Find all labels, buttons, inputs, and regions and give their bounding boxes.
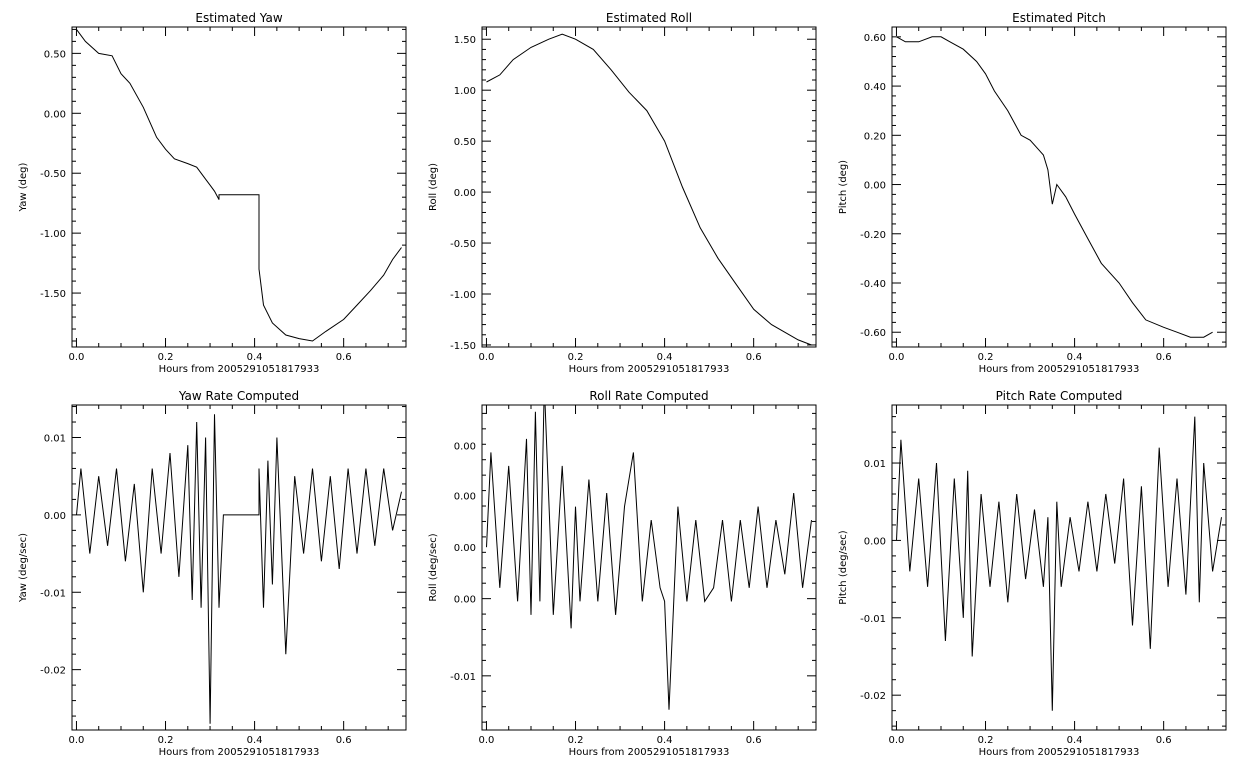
y-tick-label: 0.00 — [44, 109, 66, 120]
x-tick-label: 0.0 — [69, 352, 85, 363]
x-axis-label: Hours from 2005291051817933 — [569, 364, 730, 375]
y-axis-label: Roll (deg/sec) — [428, 533, 439, 601]
chart-title: Pitch Rate Computed — [996, 389, 1123, 403]
y-tick-label: -0.01 — [450, 672, 476, 683]
y-axis-label: Yaw (deg/sec) — [18, 533, 29, 603]
y-tick-label: 1.00 — [454, 86, 476, 97]
y-tick-label: 0.60 — [864, 33, 886, 44]
y-tick-label: 0.01 — [44, 434, 66, 445]
series-line — [486, 33, 812, 346]
y-tick-label: -0.02 — [860, 691, 886, 702]
x-tick-label: 0.2 — [158, 735, 174, 746]
series-line — [486, 405, 812, 710]
x-tick-label: 0.4 — [247, 735, 263, 746]
y-tick-label: 0.00 — [454, 543, 476, 554]
y-tick-label: 0.00 — [454, 492, 476, 503]
y-tick-label: -0.60 — [860, 328, 886, 339]
x-tick-label: 0.4 — [1067, 352, 1083, 363]
y-tick-label: -1.00 — [40, 229, 66, 240]
plot-frame — [71, 404, 407, 731]
x-tick-label: 0.2 — [568, 352, 584, 363]
x-axis-label: Hours from 2005291051817933 — [979, 747, 1140, 758]
x-tick-label: 0.2 — [978, 735, 994, 746]
y-tick-label: 0.20 — [864, 131, 886, 142]
chart-panel-2: 0.0 0.2 0.4 0.6 1.50 1.00 0.50 0.00 -0.50 -1.00 -1… — [428, 11, 817, 375]
x-tick-label: 0.6 — [746, 735, 762, 746]
y-axis-label: Pitch (deg/sec) — [838, 530, 849, 605]
chart-panel-4: 0.0 0.2 0.4 0.6 0.01 0.00 -0.01 -0.02 Yaw Rate C… — [18, 389, 407, 758]
y-tick-label: 0.00 — [454, 442, 476, 453]
chart-panel-3: 0.0 0.2 0.4 0.6 0.60 0.40 0.20 0.00 -0.20 -0.40 -0… — [838, 11, 1227, 375]
x-tick-label: 0.0 — [479, 352, 495, 363]
y-tick-label: 0.50 — [44, 49, 66, 60]
x-tick-label: 0.2 — [158, 352, 174, 363]
chart-panel-1: 0.0 0.2 0.4 0.6 0.50 0.00 -0.50 -1.00 -1.50 Estim… — [18, 11, 407, 375]
y-tick-label: 0.50 — [454, 137, 476, 148]
x-tick-label: 0.4 — [1067, 735, 1083, 746]
x-tick-label: 0.0 — [889, 352, 905, 363]
y-tick-label: 1.50 — [454, 35, 476, 46]
x-axis-label: Hours from 2005291051817933 — [569, 747, 730, 758]
chart-title: Yaw Rate Computed — [178, 389, 299, 403]
series-line — [896, 416, 1222, 711]
x-tick-label: 0.0 — [889, 735, 905, 746]
x-tick-label: 0.6 — [336, 735, 352, 746]
x-tick-label: 0.6 — [1156, 735, 1172, 746]
x-tick-label: 0.2 — [978, 352, 994, 363]
y-axis-label: Roll (deg) — [428, 163, 439, 211]
y-tick-label: -0.02 — [40, 666, 66, 677]
x-tick-label: 0.2 — [568, 735, 584, 746]
y-tick-label: 0.00 — [864, 536, 886, 547]
x-tick-label: 0.0 — [69, 735, 85, 746]
y-tick-label: -0.01 — [40, 588, 66, 599]
y-tick-label: -0.50 — [450, 239, 476, 250]
series-line — [896, 36, 1213, 338]
x-axis-label: Hours from 2005291051817933 — [159, 364, 320, 375]
x-tick-label: 0.6 — [746, 352, 762, 363]
x-axis-label: Hours from 2005291051817933 — [159, 747, 320, 758]
y-axis-label: Yaw (deg) — [18, 162, 29, 212]
x-tick-label: 0.4 — [247, 352, 263, 363]
plot-frame — [891, 26, 1227, 348]
y-tick-label: -0.40 — [860, 279, 886, 290]
y-tick-label: -0.01 — [860, 614, 886, 625]
series-line — [76, 414, 402, 724]
chart-title: Estimated Roll — [606, 11, 692, 25]
chart-title: Estimated Yaw — [195, 11, 282, 25]
y-tick-label: -1.50 — [450, 341, 476, 352]
y-tick-label: 0.00 — [454, 188, 476, 199]
plot-frame — [481, 26, 817, 348]
x-axis-label: Hours from 2005291051817933 — [979, 364, 1140, 375]
y-tick-label: -1.50 — [40, 289, 66, 300]
x-tick-label: 0.4 — [657, 352, 673, 363]
x-tick-label: 0.0 — [479, 735, 495, 746]
y-tick-label: -1.00 — [450, 290, 476, 301]
plot-frame — [891, 404, 1227, 731]
chart-title: Roll Rate Computed — [589, 389, 708, 403]
chart-panel-6: 0.0 0.2 0.4 0.6 0.01 0.00 -0.01 -0.02 Pitch Rate… — [838, 389, 1227, 758]
series-line — [76, 29, 402, 342]
chart-panel-5: 0.0 0.2 0.4 0.6 0.00 0.00 0.00 0.00 -0.01 Roll Ra… — [428, 389, 817, 758]
y-tick-label: 0.40 — [864, 82, 886, 93]
plot-frame — [71, 26, 407, 348]
y-tick-label: 0.00 — [454, 595, 476, 606]
y-tick-label: 0.00 — [44, 511, 66, 522]
x-tick-label: 0.4 — [657, 735, 673, 746]
y-tick-label: -0.50 — [40, 169, 66, 180]
x-tick-label: 0.6 — [1156, 352, 1172, 363]
y-tick-label: 0.01 — [864, 459, 886, 470]
y-tick-label: 0.00 — [864, 181, 886, 192]
y-tick-label: -0.20 — [860, 230, 886, 241]
x-tick-label: 0.6 — [336, 352, 352, 363]
chart-title: Estimated Pitch — [1012, 11, 1106, 25]
y-axis-label: Pitch (deg) — [838, 160, 849, 214]
